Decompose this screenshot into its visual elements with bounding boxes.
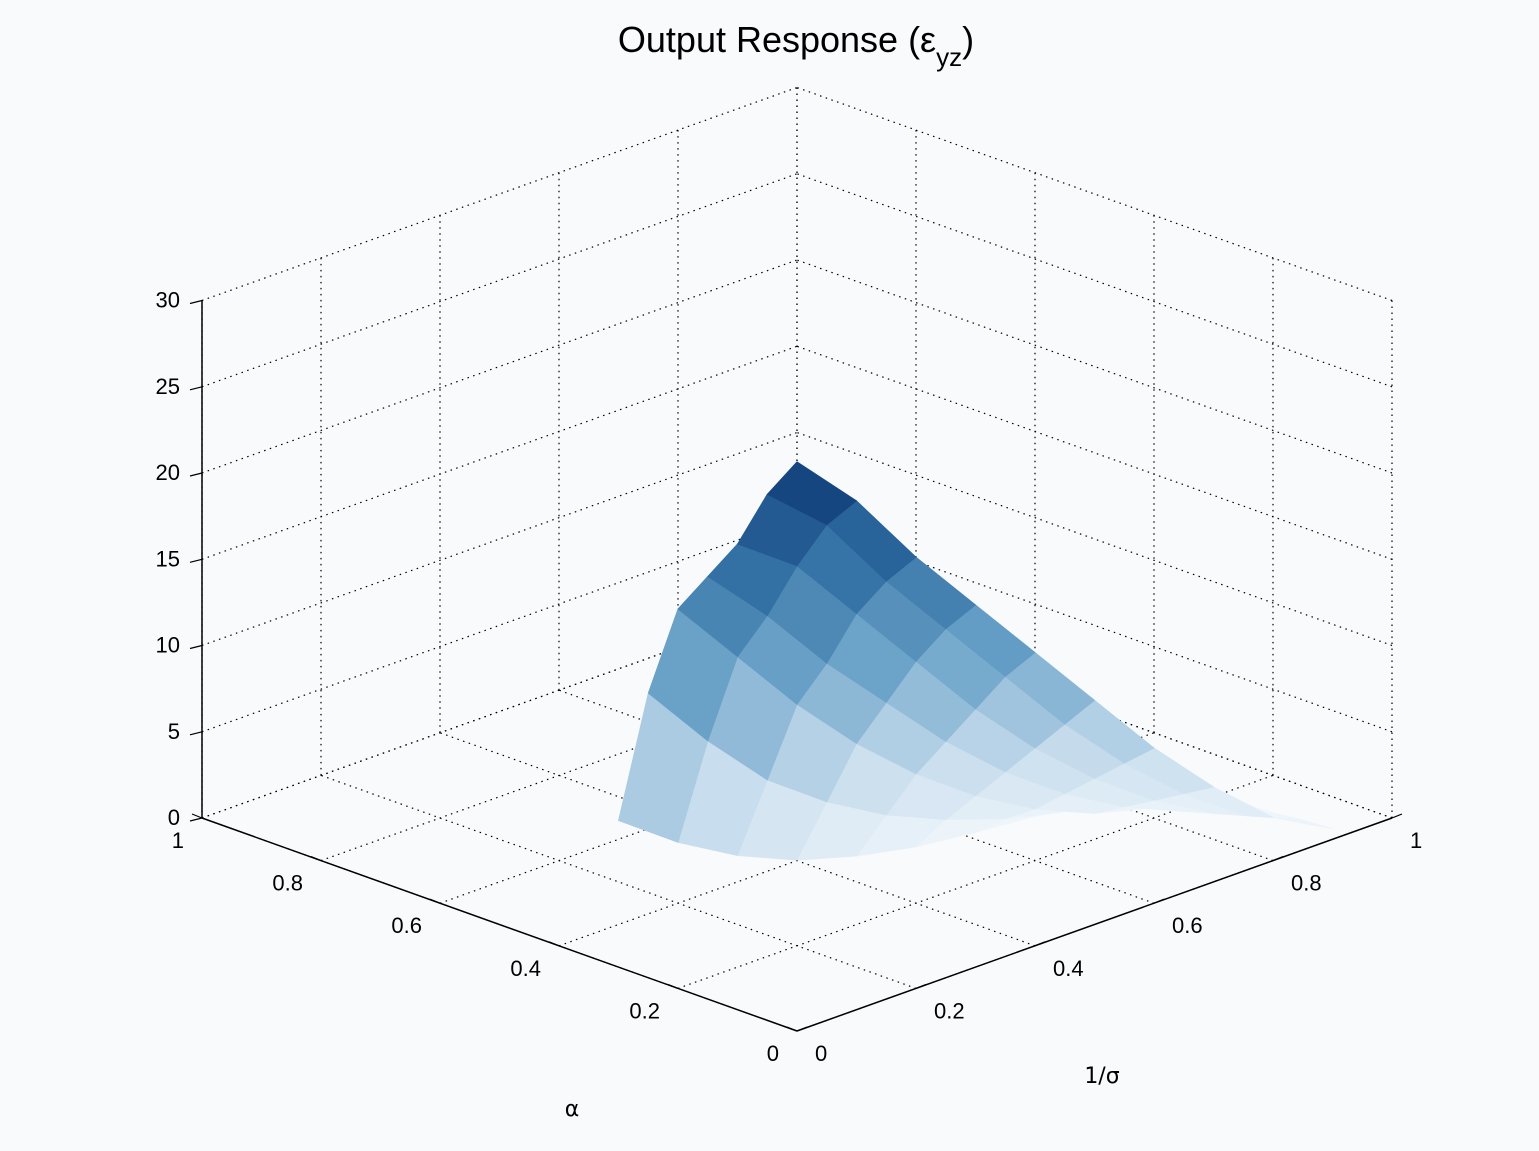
alpha-tick-mark	[786, 1026, 798, 1032]
y-axis-label: 1/σ	[1084, 1064, 1119, 1089]
z-tick-mark	[189, 817, 203, 822]
alpha-tick-mark	[310, 856, 322, 862]
chart-title-subscript: yz	[936, 42, 962, 72]
alpha-tick-label: 0.2	[629, 998, 660, 1023]
z-tick-mark	[189, 558, 203, 563]
z-tick-mark	[189, 472, 203, 477]
z-tick-mark	[189, 299, 203, 305]
z-tick-label: 20	[156, 460, 180, 485]
sigma-tick-mark	[1391, 813, 1403, 819]
x-axis-label: α	[565, 1097, 580, 1122]
alpha-tick-mark	[667, 983, 679, 989]
grid-line-z-back-right	[796, 345, 1393, 560]
alpha-axis-line	[201, 817, 798, 1032]
grid-line-z-back-left	[201, 345, 798, 560]
chart-title-main: Output Response (ε	[618, 19, 936, 60]
grid-line-z-back-right	[796, 259, 1393, 474]
surface-layer	[618, 461, 1333, 861]
sigma-tick-label: 0.4	[1053, 956, 1084, 981]
sigma-tick-mark	[915, 983, 927, 989]
grid-line-z-back-left	[201, 259, 798, 474]
alpha-tick-label: 1	[172, 828, 184, 853]
sigma-tick-mark	[1272, 856, 1284, 862]
grid-line-z-back-right	[796, 173, 1393, 388]
sigma-axis-line	[796, 817, 1393, 1032]
chart-title: Output Response (εyz)	[618, 19, 974, 72]
z-tick-label: 30	[156, 288, 180, 313]
alpha-tick-mark	[429, 898, 441, 904]
sigma-tick-label: 0.6	[1172, 913, 1203, 938]
surface-patch	[766, 461, 858, 526]
grid-line-z-back-right	[796, 86, 1393, 302]
chart-title-close: )	[962, 19, 974, 60]
alpha-tick-mark	[548, 941, 560, 947]
z-tick-label: 0	[168, 805, 180, 830]
z-tick-mark	[189, 386, 203, 391]
alpha-tick-label: 0.4	[510, 956, 541, 981]
alpha-tick-mark	[191, 813, 203, 819]
sigma-tick-label: 0.8	[1291, 871, 1322, 896]
grid-line-z-back-left	[201, 86, 798, 302]
sigma-tick-mark	[1034, 941, 1046, 947]
axis-layer	[189, 299, 1403, 1032]
alpha-tick-label: 0	[767, 1041, 779, 1066]
grid-line-z-back-left	[201, 173, 798, 388]
alpha-tick-label: 0.8	[272, 871, 303, 896]
alpha-tick-label: 0.6	[391, 913, 422, 938]
z-tick-mark	[189, 644, 203, 650]
z-tick-mark	[189, 731, 203, 736]
sigma-tick-label: 1	[1410, 828, 1422, 853]
z-tick-label: 25	[156, 374, 180, 399]
sigma-tick-mark	[796, 1026, 808, 1032]
z-tick-label: 10	[156, 633, 180, 658]
sigma-tick-mark	[1153, 898, 1165, 904]
grid-layer	[201, 86, 1393, 1032]
sigma-tick-label: 0	[815, 1041, 827, 1066]
z-tick-label: 15	[156, 546, 180, 571]
sigma-tick-label: 0.2	[934, 998, 965, 1023]
z-tick-label: 5	[168, 719, 180, 744]
